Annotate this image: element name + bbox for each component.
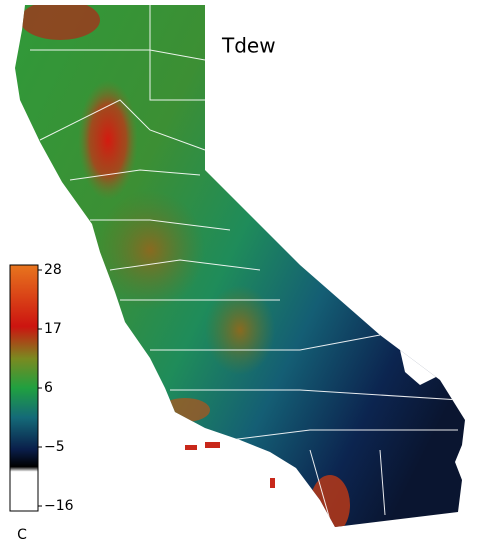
county-lines (30, 5, 461, 521)
colorbar-unit: C (17, 527, 27, 543)
colorbar-tick-label: −16 (44, 498, 74, 514)
colorbar-tick-label: 17 (44, 321, 62, 337)
colorbar-tick-label: −5 (44, 439, 65, 455)
colorbar-scale (9, 264, 39, 512)
islands (185, 442, 275, 488)
colorbar-tick-label: 28 (44, 262, 62, 278)
colorbar (9, 264, 39, 512)
colorbar-tick-label: 6 (44, 380, 53, 396)
map-title: Tdew (221, 34, 276, 58)
